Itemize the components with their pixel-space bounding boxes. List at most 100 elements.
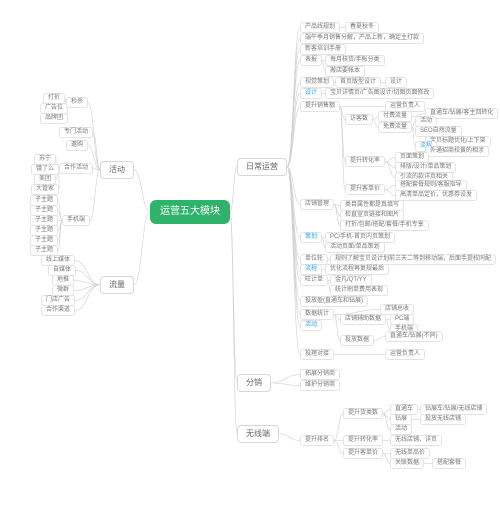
node-R3: 新客培训手册 xyxy=(300,44,346,55)
node-L11: 合作活动 xyxy=(59,163,93,174)
edge-daily-R6 xyxy=(287,107,300,167)
node-R7: 访客数 xyxy=(345,114,373,125)
node-R15b: 店铺辅助数据 xyxy=(340,314,386,325)
edge-R8-R8a xyxy=(385,158,395,162)
edge-daily-R1 xyxy=(287,28,300,167)
node-R10: 店铺管理 xyxy=(300,199,334,210)
edge-R9-R9a xyxy=(385,186,395,190)
edge-daily-R5 xyxy=(287,83,300,167)
node-R9b: 高清单品定价，优惠券设发 xyxy=(395,190,477,201)
edge-W3-W3b xyxy=(383,454,390,464)
edge-daily-R12b xyxy=(287,167,300,270)
node-wless: 无线端 xyxy=(237,425,279,443)
edge-daily-R3 xyxy=(287,50,300,167)
edge-root-wless xyxy=(230,212,237,434)
node-W1e: 活动 xyxy=(390,424,412,435)
edge-dist-D2 xyxy=(271,383,300,386)
edge-daily-R11 xyxy=(287,167,300,238)
node-W0: 提升排名 xyxy=(300,435,334,446)
edge-daily-R12 xyxy=(287,167,300,260)
node-D1: 拓展分销商 xyxy=(300,369,340,380)
edge-daily-R15g xyxy=(287,167,300,326)
node-R7a: 付费流量 xyxy=(378,111,412,122)
node-L4: 秒杀 xyxy=(66,97,88,108)
node-R7h: 外通招商校黄的相涉 xyxy=(425,146,489,157)
edge-flow-F5 xyxy=(75,285,100,301)
edge-R9-R9b xyxy=(385,190,395,196)
edge-act-L5 xyxy=(93,133,100,170)
edge-daily-R2 xyxy=(287,39,300,167)
node-R12c: 优化流程再复规最后 xyxy=(325,264,389,275)
node-R6: 提升销售额 xyxy=(300,101,340,112)
node-R16: 投理对接 xyxy=(300,349,334,360)
edge-W1-W1c xyxy=(383,414,390,420)
node-R12b: 流程 xyxy=(300,264,322,275)
node-R11b: 活动页面/单品策划 xyxy=(325,242,385,253)
edge-root-dist xyxy=(230,212,237,383)
node-L10: 大管家 xyxy=(31,184,59,195)
node-W1d: 投放无线店铺 xyxy=(420,414,466,425)
node-R5d: 宝贝详情页/广告图设计/切图页面修改 xyxy=(325,88,434,99)
edge-R8-R8b xyxy=(385,162,395,168)
node-L5: 专门活动 xyxy=(59,127,93,138)
node-R13: 旺计单 xyxy=(300,275,328,286)
edge-wless-W0 xyxy=(279,434,300,441)
edge-daily-R14 xyxy=(287,167,300,302)
node-W1: 提升货类数 xyxy=(343,408,383,419)
edge-W0-W3 xyxy=(334,441,343,454)
edge-R15e-R15f xyxy=(374,337,385,341)
node-R7c: 免费流量 xyxy=(378,122,412,133)
edge-dist-D1 xyxy=(271,375,300,383)
node-R15e: 投放数据 xyxy=(340,335,374,346)
node-R1b: 春夏秋冬 xyxy=(345,22,379,33)
node-R8: 提升转化率 xyxy=(345,156,385,167)
node-flow: 流量 xyxy=(100,276,134,294)
node-R11: 策划 xyxy=(300,232,322,243)
node-root: 运营五大模块 xyxy=(150,200,230,224)
node-W2: 提升转化率 xyxy=(343,435,383,446)
edge-daily-R13 xyxy=(287,167,300,281)
node-L6: 邀购 xyxy=(66,140,88,151)
node-W3c: 搭配套餐 xyxy=(432,458,466,469)
edge-flow-F4 xyxy=(74,285,100,291)
edge-act-L12 xyxy=(90,170,100,221)
edge-daily-R10 xyxy=(287,167,300,205)
node-F6: 合作渠道 xyxy=(41,305,75,316)
edge-flow-F1 xyxy=(75,261,100,285)
node-R5a: 首页版型设计 xyxy=(335,77,381,88)
edge-daily-R15 xyxy=(287,167,300,315)
node-act: 活动 xyxy=(100,161,134,179)
node-R4: 表报 xyxy=(300,55,322,66)
node-R15: 数据统计 xyxy=(300,309,334,320)
node-R5c: 设计 xyxy=(300,88,322,99)
node-L3: 品牌团 xyxy=(40,113,68,124)
edge-L12-L18 xyxy=(58,221,62,251)
node-L12: 手机端 xyxy=(62,215,90,226)
node-R14: 投放盈(直通车和钻展) xyxy=(300,296,368,307)
node-R1: 产品线规划 xyxy=(300,22,340,33)
edge-act-L11 xyxy=(93,169,100,170)
edge-root-daily xyxy=(230,167,237,212)
node-R10c: 打折/包邮/搭配/套餐/手机专享 xyxy=(340,220,429,231)
node-R4a: 每月核货/手帐分类 xyxy=(325,55,385,66)
node-dist: 分销 xyxy=(237,374,271,392)
node-W3b: 关联数据 xyxy=(390,458,424,469)
edge-root-act xyxy=(134,170,150,212)
edge-R8-R8c xyxy=(385,162,395,178)
edge-flow-F2 xyxy=(76,271,100,285)
edge-flow-F3 xyxy=(74,281,100,285)
node-daily: 日常运营 xyxy=(237,158,287,176)
node-R2: 端午季月销售分解，产品上新，确定主打款 xyxy=(300,33,424,44)
node-R16a: 运营负责人 xyxy=(385,349,425,360)
edge-root-flow xyxy=(134,212,150,285)
node-R15f: 直通车/钻展(不同) xyxy=(385,331,443,342)
edge-daily-R5c xyxy=(287,94,300,167)
edge-W1-W1e xyxy=(383,414,390,430)
node-R5b: 设计 xyxy=(385,77,407,88)
edge-daily-R4 xyxy=(287,61,300,167)
node-R15g: 活动 xyxy=(300,320,322,331)
node-W3: 提升客单价 xyxy=(343,448,383,459)
edge-daily-R16 xyxy=(287,167,300,355)
node-W2a: 无线店铺、详页 xyxy=(390,435,442,446)
node-R5: 视觉策划 xyxy=(300,77,334,88)
